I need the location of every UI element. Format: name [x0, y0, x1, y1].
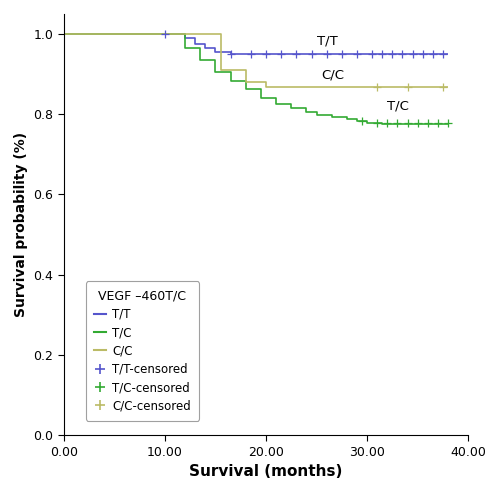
Point [444, 119, 452, 127]
Point [161, 30, 169, 38]
Text: C/C: C/C [322, 69, 344, 81]
Point [439, 83, 447, 91]
Point [368, 50, 376, 58]
Point [373, 119, 381, 127]
Text: T/T: T/T [316, 35, 338, 48]
Point [418, 50, 426, 58]
Point [434, 119, 442, 127]
Point [292, 50, 300, 58]
Point [247, 50, 255, 58]
X-axis label: Survival (months): Survival (months) [190, 464, 342, 479]
Legend: T/T, T/C, C/C, T/T-censored, T/C-censored, C/C-censored: T/T, T/C, C/C, T/T-censored, T/C-censore… [86, 282, 199, 421]
Point [408, 50, 416, 58]
Point [439, 50, 447, 58]
Y-axis label: Survival probability (%): Survival probability (%) [14, 132, 28, 317]
Point [404, 83, 411, 91]
Point [358, 117, 366, 125]
Point [384, 119, 392, 127]
Point [414, 119, 422, 127]
Point [353, 50, 361, 58]
Point [373, 83, 381, 91]
Point [404, 119, 411, 127]
Point [322, 50, 330, 58]
Point [226, 50, 234, 58]
Point [262, 50, 270, 58]
Point [394, 119, 402, 127]
Point [378, 50, 386, 58]
Point [338, 50, 346, 58]
Point [277, 50, 285, 58]
Point [429, 50, 437, 58]
Text: T/C: T/C [388, 100, 409, 113]
Point [308, 50, 316, 58]
Point [388, 50, 396, 58]
Point [398, 50, 406, 58]
Point [424, 119, 432, 127]
